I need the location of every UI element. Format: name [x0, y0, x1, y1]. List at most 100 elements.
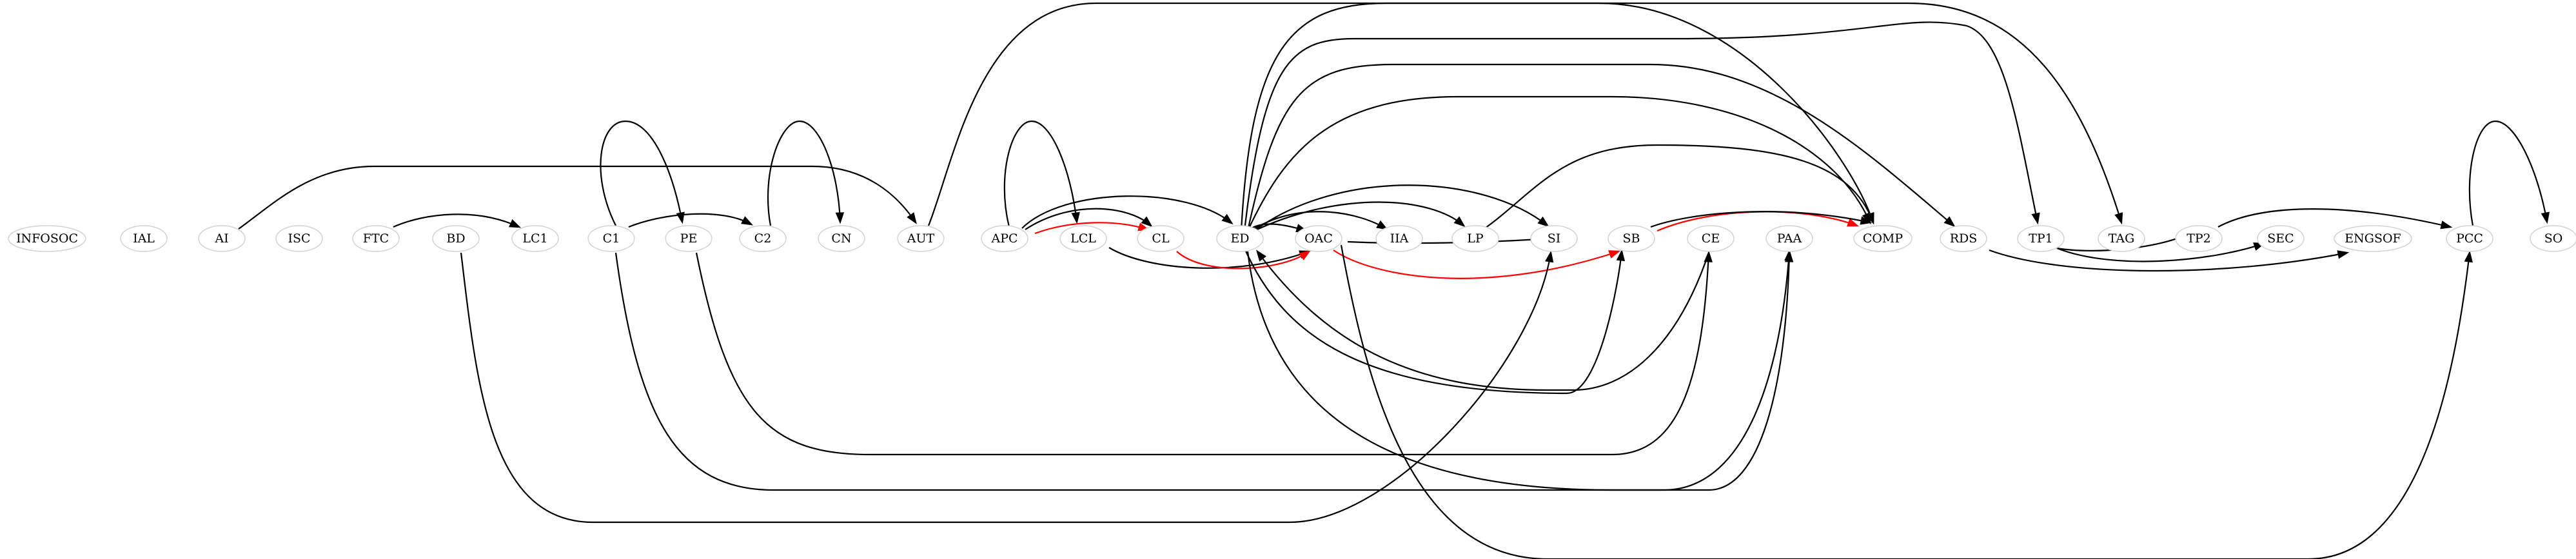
edge-line — [1257, 251, 1710, 391]
arrowhead-icon — [741, 216, 754, 226]
node-iia[interactable]: IIA — [1375, 225, 1423, 252]
node-ftc[interactable]: FTC — [352, 225, 400, 252]
arrowhead-icon — [1608, 250, 1621, 259]
edge-pcc-so — [2468, 120, 2550, 226]
node-bd[interactable]: BD — [432, 225, 480, 252]
node-label: RDS — [1950, 231, 1978, 246]
node-apc[interactable]: APC — [981, 225, 1028, 252]
node-ce[interactable]: CE — [1687, 225, 1735, 252]
edge-line — [1034, 222, 1148, 235]
node-label: CN — [831, 231, 851, 246]
edge-line — [1254, 201, 1464, 231]
node-ellipse — [897, 225, 945, 252]
arrowhead-icon — [1865, 212, 1874, 225]
arrowhead-icon — [509, 219, 522, 228]
node-lp[interactable]: LP — [1451, 225, 1499, 252]
edge-ed-sb — [1243, 248, 1626, 395]
edge-line — [2056, 242, 2264, 262]
node-ed[interactable]: ED — [1216, 225, 1264, 252]
node-label: SEC — [2267, 231, 2294, 246]
edge-line — [1989, 249, 2348, 272]
node-comp[interactable]: COMP — [1853, 225, 1912, 252]
edge-tp2-pcc — [2217, 208, 2453, 230]
edge-ed-comp — [1247, 95, 1871, 231]
node-lc1[interactable]: LC1 — [511, 225, 559, 252]
arrowhead-icon — [2440, 221, 2453, 230]
edge-oac-pcc — [1340, 244, 2473, 559]
node-ellipse — [2175, 225, 2223, 252]
node-engsof[interactable]: ENGSOF — [2334, 225, 2412, 252]
node-ellipse — [1608, 225, 1655, 252]
node-ial[interactable]: IAL — [120, 225, 168, 252]
node-tp1[interactable]: TP1 — [2017, 225, 2065, 252]
edge-ed-iia — [1254, 211, 1388, 230]
edge-line — [2468, 120, 2548, 226]
node-oac[interactable]: OAC — [1295, 225, 1342, 252]
node-c2[interactable]: C2 — [739, 225, 787, 252]
edge-ce-ed — [1255, 250, 1710, 391]
node-paa[interactable]: PAA — [1765, 225, 1813, 252]
arrowhead-icon — [2541, 211, 2550, 224]
edge-apc-cl — [1025, 208, 1153, 230]
node-rds[interactable]: RDS — [1940, 225, 1987, 252]
node-si[interactable]: SI — [1530, 225, 1578, 252]
node-ellipse — [1375, 225, 1423, 252]
node-aut[interactable]: AUT — [897, 225, 945, 252]
edge-sb-comp — [1650, 211, 1873, 228]
node-sb[interactable]: SB — [1608, 225, 1655, 252]
edge-cl-oac — [1176, 250, 1311, 270]
node-label: SI — [1548, 231, 1561, 246]
node-cn[interactable]: CN — [818, 225, 865, 252]
node-infosoc[interactable]: INFOSOC — [8, 225, 86, 252]
node-label: PE — [680, 231, 698, 246]
edge-line — [628, 213, 752, 228]
node-lcl[interactable]: LCL — [1059, 225, 1107, 252]
arrowhead-icon — [1221, 213, 1234, 225]
node-ellipse — [275, 225, 323, 252]
node-pe[interactable]: PE — [665, 225, 713, 252]
node-tp2[interactable]: TP2 — [2175, 225, 2223, 252]
node-label: PAA — [1777, 231, 1802, 246]
node-ellipse — [1687, 225, 1735, 252]
node-label: C2 — [754, 231, 772, 246]
node-label: INFOSOC — [16, 231, 78, 246]
node-ellipse — [665, 225, 713, 252]
edges-layer — [238, 2, 2550, 559]
node-label: TAG — [2109, 231, 2135, 246]
node-label: ED — [1230, 231, 1249, 246]
node-sec[interactable]: SEC — [2257, 225, 2305, 252]
node-label: SO — [2544, 231, 2563, 246]
node-cl[interactable]: CL — [1137, 225, 1185, 252]
arrowhead-icon — [2464, 250, 2473, 263]
node-pcc[interactable]: PCC — [2446, 225, 2493, 252]
edge-ed-tag — [1240, 2, 2123, 231]
node-label: CE — [1702, 231, 1720, 246]
node-c1[interactable]: C1 — [587, 225, 635, 252]
node-label: ENGSOF — [2345, 231, 2401, 246]
node-ai[interactable]: AI — [198, 225, 246, 252]
node-ellipse — [352, 225, 400, 252]
edge-line — [1246, 63, 1954, 231]
node-ellipse — [2446, 225, 2493, 252]
node-so[interactable]: SO — [2530, 225, 2576, 252]
node-ellipse — [1137, 225, 1185, 252]
node-ellipse — [1059, 225, 1107, 252]
node-ellipse — [2530, 225, 2576, 252]
node-ellipse — [1853, 225, 1912, 252]
edge-oac-sb — [1333, 250, 1621, 279]
node-isc[interactable]: ISC — [275, 225, 323, 252]
edge-line — [1333, 250, 1619, 279]
node-ellipse — [1765, 225, 1813, 252]
edge-line — [393, 213, 520, 228]
arrowhead-icon — [1545, 250, 1554, 263]
edge-line — [695, 252, 1710, 456]
node-tag[interactable]: TAG — [2098, 225, 2145, 252]
edge-line — [1025, 208, 1152, 230]
edge-line — [767, 120, 841, 226]
node-label: COMP — [1863, 231, 1903, 246]
arrowhead-icon — [1376, 220, 1388, 230]
node-label: LCL — [1070, 231, 1096, 246]
edge-line — [238, 165, 916, 230]
node-label: FTC — [363, 231, 389, 246]
